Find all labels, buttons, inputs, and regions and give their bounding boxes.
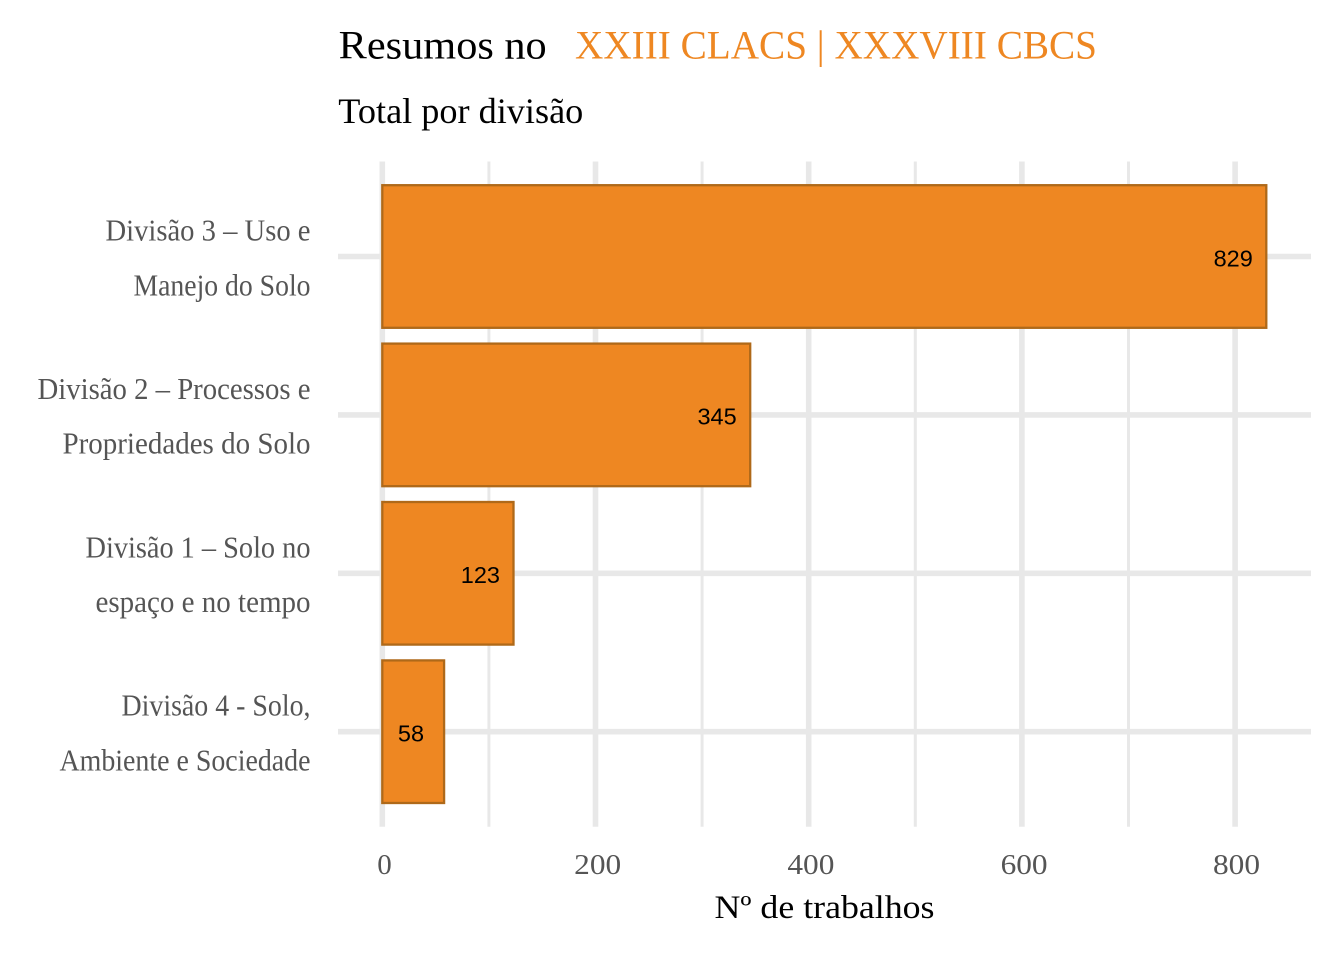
svg-text:123: 123 bbox=[461, 562, 500, 588]
svg-text:Divisão 2 – Processos e: Divisão 2 – Processos e bbox=[38, 371, 311, 406]
svg-text:Divisão 3 – Uso e: Divisão 3 – Uso e bbox=[106, 213, 311, 248]
svg-text:Resumos no: Resumos no bbox=[339, 23, 547, 68]
svg-text:Propriedades do Solo: Propriedades do Solo bbox=[63, 426, 311, 461]
svg-text:Divisão 1 – Solo no: Divisão 1 – Solo no bbox=[86, 529, 311, 564]
svg-text:58: 58 bbox=[398, 721, 424, 747]
svg-text:XXIII CLACS | XXXVIII CBCS: XXIII CLACS | XXXVIII CBCS bbox=[575, 23, 1097, 68]
svg-text:800: 800 bbox=[1213, 849, 1260, 881]
svg-text:Manejo do Solo: Manejo do Solo bbox=[134, 267, 311, 302]
svg-text:345: 345 bbox=[697, 404, 736, 430]
svg-text:600: 600 bbox=[1001, 849, 1048, 881]
svg-text:Ambiente e Sociedade: Ambiente e Sociedade bbox=[60, 743, 311, 778]
svg-text:829: 829 bbox=[1214, 245, 1253, 271]
svg-text:0: 0 bbox=[377, 849, 392, 881]
svg-text:Total por divisão: Total por divisão bbox=[338, 91, 583, 131]
svg-text:200: 200 bbox=[574, 849, 621, 881]
svg-text:Divisão 4 - Solo,: Divisão 4 - Solo, bbox=[122, 688, 311, 723]
svg-text:Nº de trabalhos: Nº de trabalhos bbox=[715, 890, 935, 926]
svg-text:400: 400 bbox=[787, 849, 834, 881]
svg-text:espaço e no tempo: espaço e no tempo bbox=[96, 584, 311, 619]
